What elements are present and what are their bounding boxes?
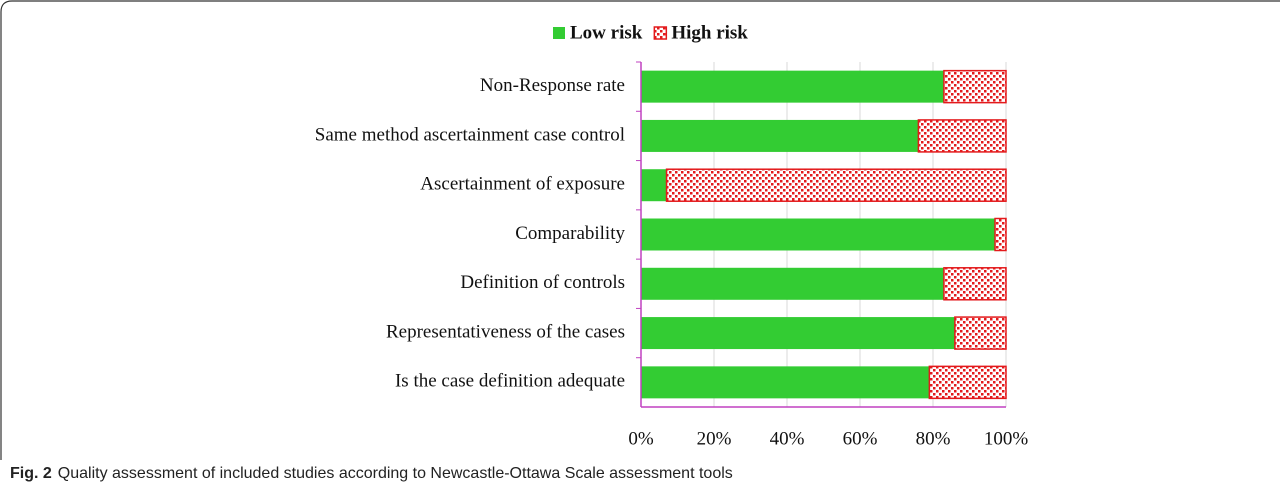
y-tick-label: Same method ascertainment case control [315,124,625,145]
bar-segment [641,218,996,251]
bar-segment [954,316,1007,350]
y-tick-label: Definition of controls [460,272,625,293]
bar-segment [943,69,1007,104]
bar-segment [928,365,1007,400]
x-tick-label: 60% [843,428,878,449]
legend-label: High risk [671,22,748,43]
x-tick-label: 100% [984,428,1029,449]
y-tick-label: Comparability [515,223,625,244]
x-tick-label: 40% [770,428,805,449]
legend: Low risk High risk [553,22,748,43]
legend-swatch [653,26,668,40]
bar-segment [641,366,930,399]
frame [0,0,1280,460]
caption-label: Fig. 2 [10,465,52,482]
bar-segment [943,267,1007,301]
bar-segment [994,217,1007,252]
bar-segment [641,70,944,103]
legend-label: Low risk [570,22,643,43]
bar-segment [641,317,955,350]
x-tick-label: 0% [628,428,654,449]
bar-segment [665,168,1007,202]
y-tick-label: Representativeness of the cases [386,321,625,342]
bar-segment [641,267,944,300]
bar-segment [641,119,919,152]
caption: Fig. 2 Quality assessment of included stu… [10,465,733,482]
legend-swatch [553,27,565,39]
y-tick-label: Ascertainment of exposure [420,174,625,195]
y-tick-label: Non-Response rate [480,75,625,96]
bar-segment [917,119,1007,153]
x-tick-label: 20% [697,428,732,449]
bar-segment [641,169,667,202]
x-tick-label: 80% [916,428,951,449]
y-tick-label: Is the case definition adequate [395,371,625,392]
caption-text: Quality assessment of included studies a… [58,465,733,482]
